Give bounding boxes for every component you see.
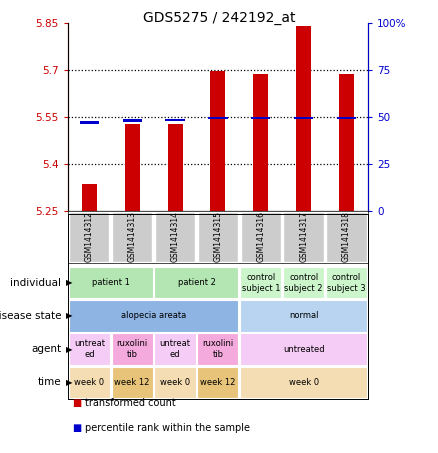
Bar (198, 333, 238, 365)
Bar (240, 212, 281, 262)
Text: control
subject 1: control subject 1 (241, 273, 280, 293)
Text: GSM1414314: GSM1414314 (170, 211, 180, 262)
Text: week 0: week 0 (289, 378, 319, 386)
Bar (337, 117, 356, 119)
Text: ruxolini
tib: ruxolini tib (117, 339, 148, 359)
Bar (198, 366, 238, 398)
Bar (240, 267, 281, 299)
Bar (155, 366, 196, 398)
Bar (294, 117, 313, 119)
Bar (69, 212, 110, 262)
Bar (208, 117, 228, 119)
Bar (240, 366, 367, 398)
Bar (155, 212, 195, 262)
Bar (326, 212, 367, 262)
Text: week 12: week 12 (114, 378, 150, 386)
Text: time: time (38, 377, 61, 387)
Bar (283, 267, 324, 299)
Bar (112, 366, 153, 398)
Bar (166, 119, 185, 121)
Bar (168, 124, 183, 211)
Bar (112, 212, 152, 262)
Bar (283, 212, 324, 262)
Bar (251, 117, 270, 119)
Bar (210, 71, 226, 211)
Text: ▶: ▶ (66, 345, 72, 353)
Text: untreat
ed: untreat ed (74, 339, 105, 359)
Text: ■: ■ (72, 398, 81, 408)
Text: control
subject 2: control subject 2 (284, 273, 323, 293)
Text: ruxolini
tib: ruxolini tib (202, 339, 233, 359)
Bar (123, 119, 142, 122)
Text: week 0: week 0 (160, 378, 190, 386)
Text: patient 2: patient 2 (177, 279, 215, 287)
Text: GSM1414318: GSM1414318 (342, 211, 351, 262)
Text: GSM1414316: GSM1414316 (256, 211, 265, 262)
Text: individual: individual (11, 278, 61, 288)
Text: ▶: ▶ (66, 312, 72, 320)
Text: alopecia areata: alopecia areata (121, 312, 186, 320)
Text: untreated: untreated (283, 345, 325, 353)
Bar (253, 74, 268, 211)
Bar (112, 333, 153, 365)
Bar (69, 300, 238, 332)
Bar (339, 74, 354, 211)
Text: patient 1: patient 1 (92, 279, 130, 287)
Text: untreat
ed: untreat ed (159, 339, 191, 359)
Bar (155, 267, 238, 299)
Bar (155, 333, 196, 365)
Bar (240, 300, 367, 332)
Text: GSM1414317: GSM1414317 (299, 211, 308, 262)
Text: week 12: week 12 (200, 378, 236, 386)
Text: normal: normal (289, 312, 318, 320)
Text: GDS5275 / 242192_at: GDS5275 / 242192_at (143, 11, 295, 25)
Bar (125, 124, 140, 211)
Bar (80, 121, 99, 124)
Bar (240, 333, 367, 365)
Text: GSM1414313: GSM1414313 (128, 211, 137, 262)
Bar (326, 267, 367, 299)
Text: ■: ■ (72, 423, 81, 433)
Text: GSM1414312: GSM1414312 (85, 211, 94, 262)
Bar (296, 26, 311, 211)
Text: transformed count: transformed count (85, 398, 176, 408)
Text: control
subject 3: control subject 3 (327, 273, 366, 293)
Text: ▶: ▶ (66, 279, 72, 287)
Bar (69, 267, 153, 299)
Text: ▶: ▶ (66, 378, 72, 386)
Text: week 0: week 0 (74, 378, 104, 386)
Bar (82, 184, 97, 211)
Text: agent: agent (31, 344, 61, 354)
Bar (69, 366, 110, 398)
Bar (198, 212, 238, 262)
Text: disease state: disease state (0, 311, 61, 321)
Bar (69, 333, 110, 365)
Text: percentile rank within the sample: percentile rank within the sample (85, 423, 251, 433)
Text: GSM1414315: GSM1414315 (213, 211, 223, 262)
